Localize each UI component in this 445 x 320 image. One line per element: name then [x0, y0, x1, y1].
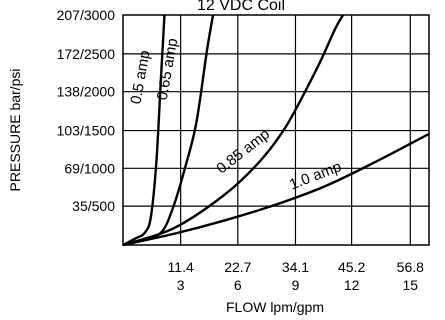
y-tick-label: 172/2500 [57, 46, 116, 62]
x-axis-label: FLOW lpm/gpm [226, 299, 324, 315]
series-lines [122, 14, 430, 247]
x-tick-label-gpm: 6 [234, 277, 242, 293]
y-tick-label: 138/2000 [57, 84, 116, 100]
x-tick-label-lpm: 22.7 [224, 259, 251, 275]
series-label-0-85-amp: 0.85 amp [213, 126, 273, 178]
x-tick-labels: 11.4 3 22.7 6 34.1 9 45.2 12 56.8 15 [168, 259, 425, 293]
series-line-1-0-amp [122, 132, 430, 247]
series-label-0-5-amp: 0.5 amp [127, 49, 153, 105]
series-line-0-85-amp [122, 14, 345, 247]
y-tick-label: 103/1500 [57, 123, 116, 139]
y-tick-label: 35/500 [72, 198, 115, 214]
y-tick-label: 207/3000 [57, 7, 116, 23]
x-tick-label-lpm: 45.2 [338, 259, 365, 275]
x-tick-label-gpm: 15 [402, 277, 418, 293]
x-tick-label-gpm: 9 [292, 277, 300, 293]
x-tick-label-lpm: 11.4 [168, 259, 194, 275]
plot-frame [122, 14, 430, 246]
x-tick-label-gpm: 12 [344, 277, 360, 293]
x-tick-label-lpm: 56.8 [397, 259, 424, 275]
chart-title: 12 VDC Coil [197, 0, 285, 14]
series-line-0-5-amp [122, 14, 166, 247]
y-tick-labels: 35/500 69/1000 103/1500 138/2000 172/2500 207… [57, 7, 116, 214]
y-tick-label: 69/1000 [64, 160, 115, 176]
x-tick-label-gpm: 3 [177, 277, 185, 293]
x-tick-label-lpm: 34.1 [282, 259, 309, 275]
y-axis-label: PRESSURE bar/psi [7, 69, 23, 192]
